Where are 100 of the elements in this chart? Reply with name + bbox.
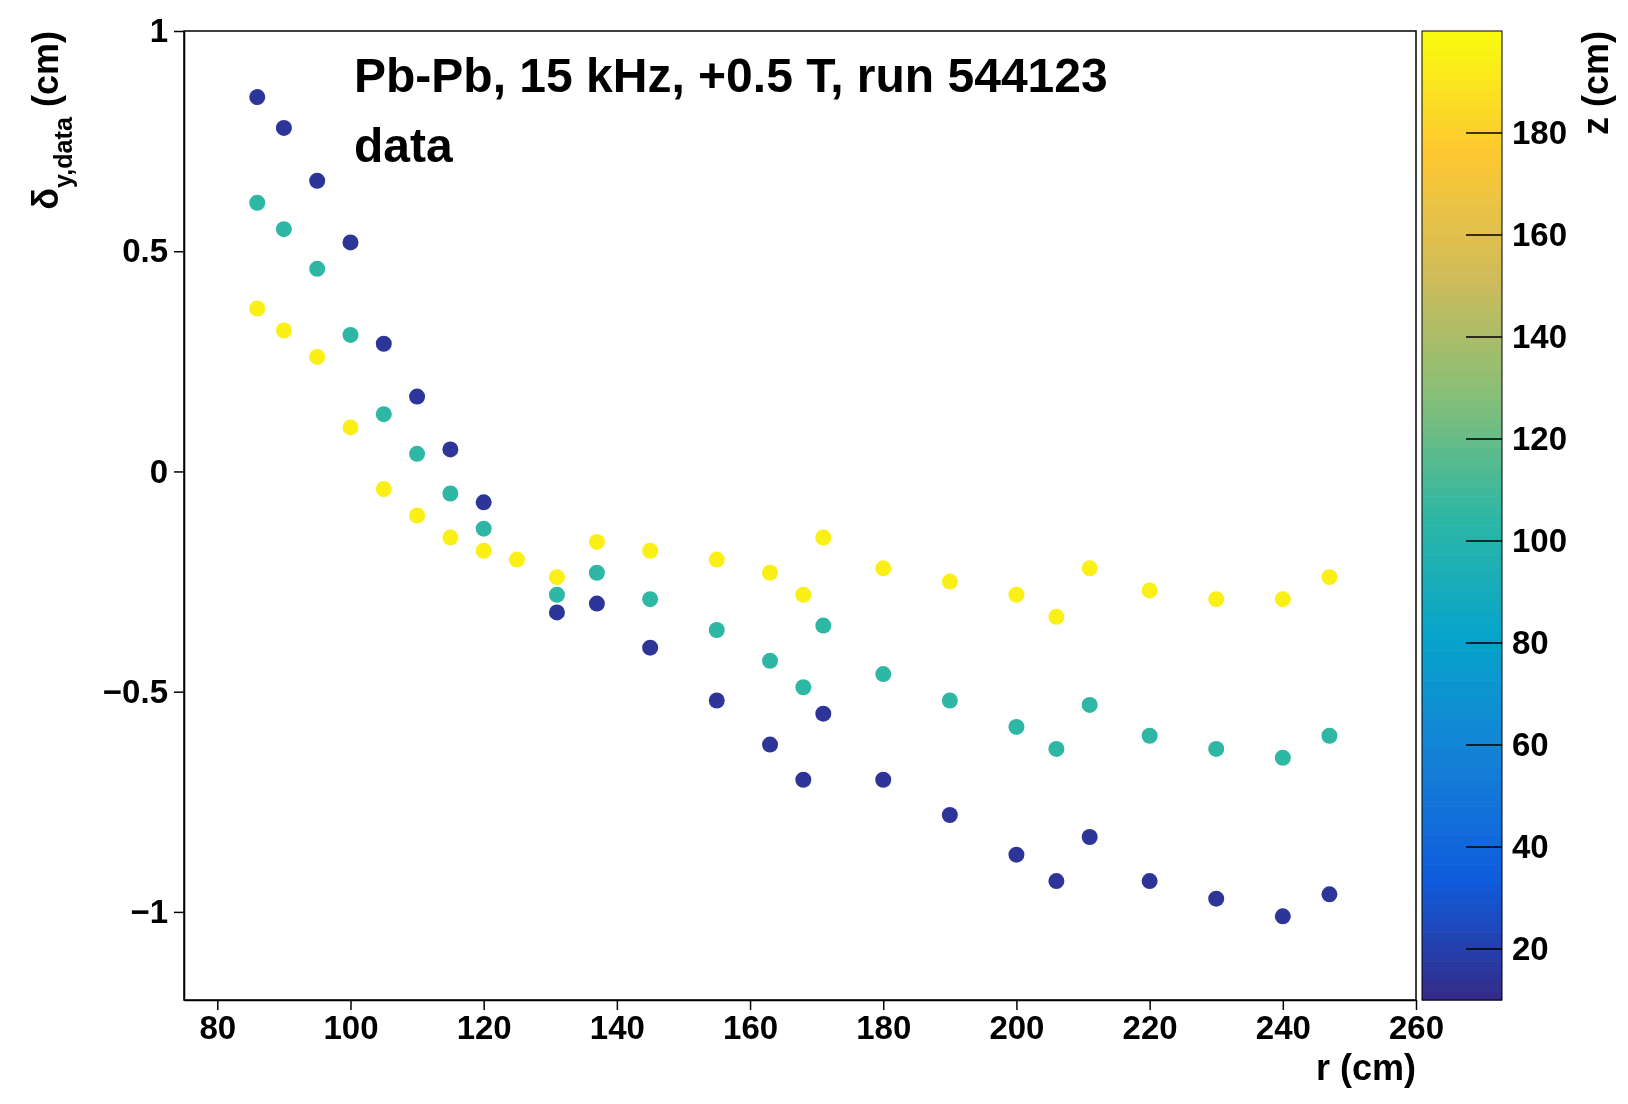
point xyxy=(815,617,832,634)
point xyxy=(1008,718,1025,735)
point xyxy=(1141,582,1158,599)
point xyxy=(1274,749,1291,766)
color-bar-label: 180 xyxy=(1512,114,1568,151)
point xyxy=(762,736,779,753)
point xyxy=(375,481,392,498)
point xyxy=(1208,740,1225,757)
point xyxy=(548,569,565,586)
point xyxy=(1274,591,1291,608)
point xyxy=(1208,890,1225,907)
point xyxy=(795,679,812,696)
x-tick-label: 220 xyxy=(1122,1009,1178,1047)
point xyxy=(548,586,565,603)
point xyxy=(375,335,392,352)
y-tick-label: −1 xyxy=(130,892,168,930)
point xyxy=(941,573,958,590)
y-tick-label: −0.5 xyxy=(102,672,168,710)
point xyxy=(642,639,659,656)
point xyxy=(1008,586,1025,603)
annotation: Pb-Pb, 15 kHz, +0.5 T, run 544123 xyxy=(354,49,1108,102)
point xyxy=(342,419,359,436)
point xyxy=(548,604,565,621)
point xyxy=(941,807,958,824)
point xyxy=(875,771,892,788)
point xyxy=(708,551,725,568)
color-bar-label: 120 xyxy=(1512,420,1568,457)
point xyxy=(475,520,492,537)
point xyxy=(409,445,426,462)
point xyxy=(442,529,459,546)
point xyxy=(815,705,832,722)
point xyxy=(249,300,266,317)
point xyxy=(588,595,605,612)
point xyxy=(1208,591,1225,608)
point xyxy=(1081,696,1098,713)
point xyxy=(708,622,725,639)
point xyxy=(442,485,459,502)
point xyxy=(1321,569,1338,586)
point xyxy=(1141,873,1158,890)
x-tick-label: 260 xyxy=(1388,1009,1445,1047)
point xyxy=(1048,740,1065,757)
point xyxy=(442,441,459,458)
point xyxy=(1321,727,1338,744)
point xyxy=(508,551,525,568)
color-bar-label: 20 xyxy=(1512,930,1549,967)
point xyxy=(642,591,659,608)
point xyxy=(815,529,832,546)
color-bar-label: 40 xyxy=(1512,828,1549,865)
y-tick-label: 0 xyxy=(149,452,168,490)
color-bar-label: 60 xyxy=(1512,726,1549,763)
point xyxy=(795,586,812,603)
color-bar-title: z (cm) xyxy=(1575,31,1616,136)
point xyxy=(409,507,426,524)
point xyxy=(1274,908,1291,925)
x-tick-label: 180 xyxy=(856,1009,912,1047)
point xyxy=(762,652,779,669)
point xyxy=(249,89,266,106)
point xyxy=(588,564,605,581)
x-tick-label: 160 xyxy=(723,1009,779,1047)
x-tick-label: 200 xyxy=(989,1009,1045,1047)
x-tick-label: 80 xyxy=(199,1009,237,1047)
x-axis-title: r (cm) xyxy=(1315,1047,1416,1088)
point xyxy=(475,494,492,511)
point xyxy=(1081,829,1098,846)
y-tick-label: 0.5 xyxy=(122,232,168,270)
point xyxy=(275,119,292,136)
point xyxy=(1321,886,1338,903)
point xyxy=(795,771,812,788)
x-tick-label: 120 xyxy=(456,1009,512,1047)
point xyxy=(275,322,292,339)
annotation: data xyxy=(354,119,453,172)
point xyxy=(1081,560,1098,577)
point xyxy=(275,221,292,238)
point xyxy=(875,666,892,683)
point xyxy=(708,692,725,709)
point xyxy=(1141,727,1158,744)
color-bar-label: 80 xyxy=(1512,624,1549,661)
point xyxy=(941,692,958,709)
point xyxy=(309,260,326,277)
y-tick-label: 1 xyxy=(149,12,168,50)
color-bar-label: 160 xyxy=(1512,216,1568,253)
point xyxy=(1048,608,1065,625)
x-tick-label: 100 xyxy=(323,1009,379,1047)
point xyxy=(342,234,359,251)
point xyxy=(475,542,492,559)
point xyxy=(875,560,892,577)
point xyxy=(249,194,266,211)
point xyxy=(1048,873,1065,890)
color-bar-label: 140 xyxy=(1512,318,1568,355)
point xyxy=(409,388,426,405)
point xyxy=(342,326,359,343)
point xyxy=(309,172,326,189)
point xyxy=(642,542,659,559)
point xyxy=(588,533,605,550)
color-bar-label: 100 xyxy=(1512,522,1568,559)
point xyxy=(375,406,392,423)
point xyxy=(1008,846,1025,863)
x-tick-label: 240 xyxy=(1255,1009,1311,1047)
point xyxy=(762,564,779,581)
point xyxy=(309,348,326,365)
